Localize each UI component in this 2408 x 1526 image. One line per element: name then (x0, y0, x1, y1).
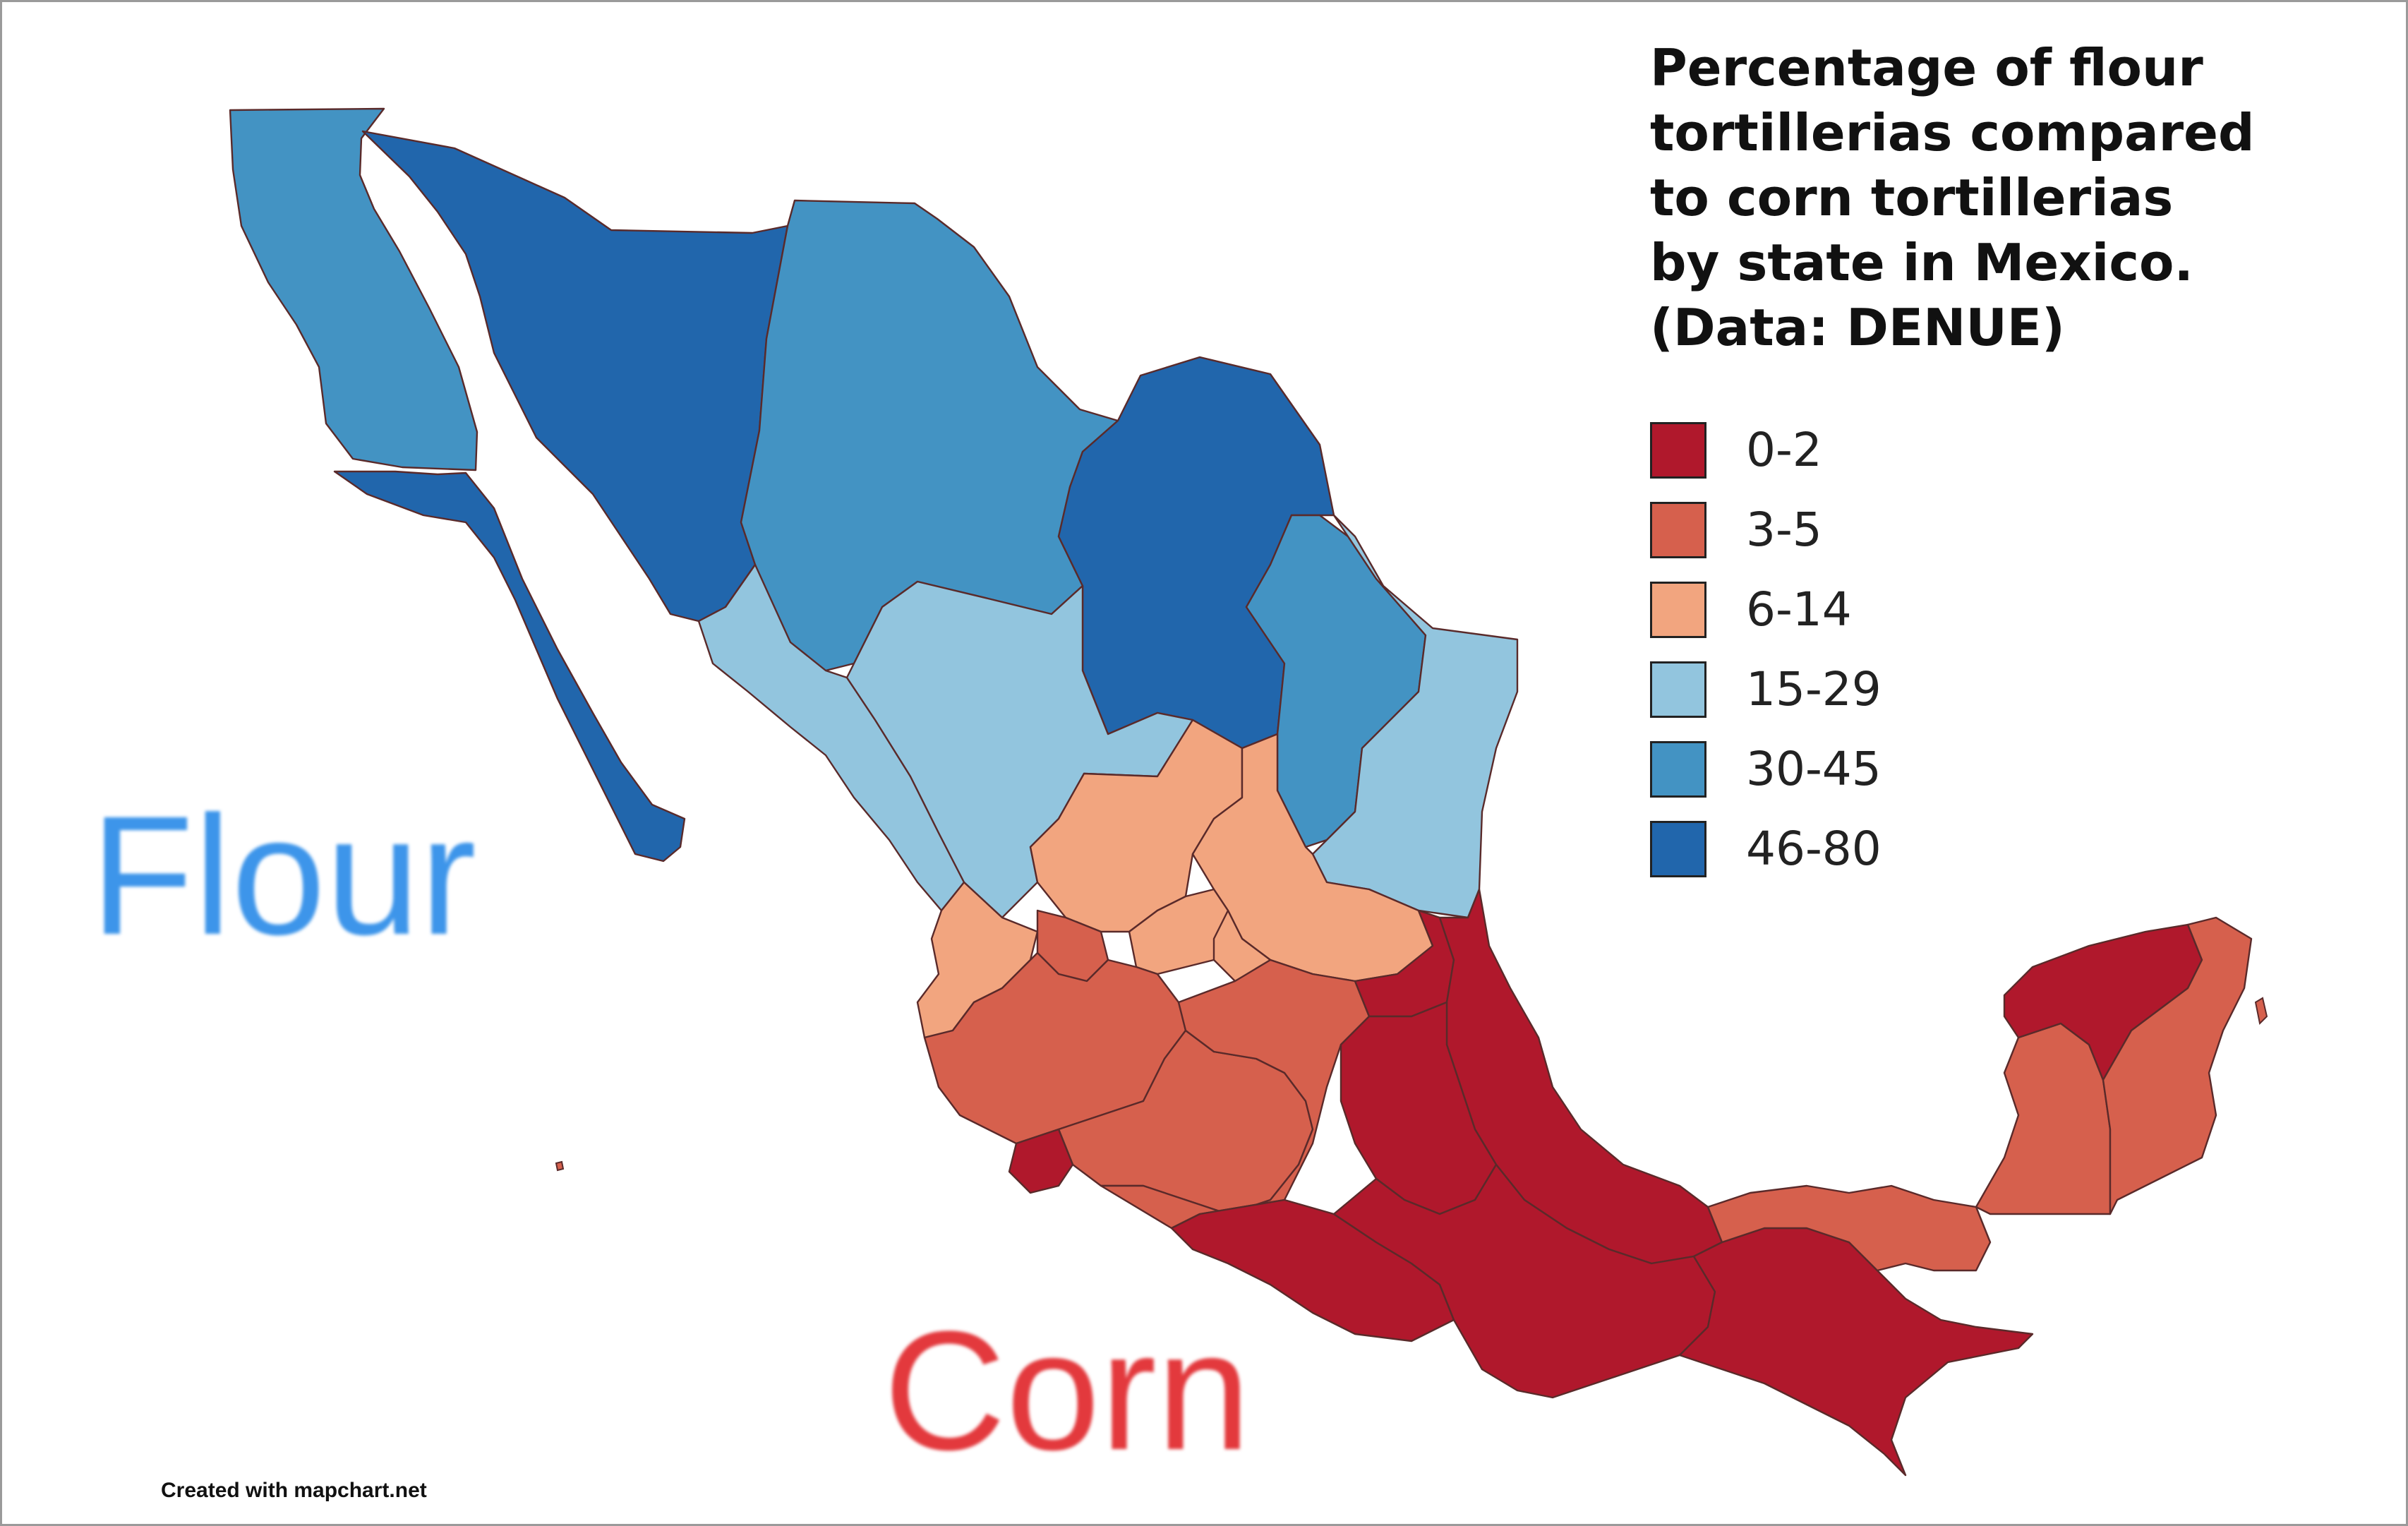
legend-swatch (1650, 821, 1706, 877)
region-colima (1008, 1128, 1074, 1194)
title-line: (Data: DENUE) (1650, 298, 2065, 357)
islands (555, 997, 2268, 1172)
title-line: Percentage of flour (1650, 38, 2203, 97)
legend-swatch (1650, 582, 1706, 638)
title-line: by state in Mexico. (1650, 233, 2193, 292)
legend-label: 30-45 (1746, 742, 1882, 796)
corn-annotation: Corn (884, 1296, 1251, 1485)
title-line: tortillerias compared (1650, 103, 2255, 162)
region-sonora (361, 130, 789, 623)
legend-label: 6-14 (1746, 582, 1852, 637)
legend-swatch (1650, 422, 1706, 479)
legend-label: 15-29 (1746, 662, 1882, 716)
map-title: Percentage of flour tortillerias compare… (1650, 35, 2370, 360)
island-cozumel (2254, 997, 2268, 1026)
state-regions (229, 107, 2253, 1477)
island-revillagigedo (555, 1160, 565, 1172)
region-campeche (1975, 1022, 2112, 1215)
flour-annotation: Flour (90, 781, 476, 970)
title-line: to corn tortillerias (1650, 168, 2174, 227)
legend-swatch (1650, 661, 1706, 718)
region-tabasco (1706, 1184, 1992, 1272)
legend-swatch (1650, 502, 1706, 558)
legend-swatch (1650, 741, 1706, 798)
credit-text: Created with mapchart.net (161, 1479, 427, 1502)
region-baja-california (229, 107, 478, 471)
legend-label: 3-5 (1746, 503, 1822, 557)
region-guerrero (1100, 959, 1371, 1230)
region-quintana-roo (2102, 916, 2253, 1215)
legend-label: 46-80 (1746, 822, 1882, 876)
legend-label: 0-2 (1746, 423, 1822, 477)
region-jalisco (923, 951, 1187, 1145)
region-baja-california-sur (333, 470, 686, 863)
